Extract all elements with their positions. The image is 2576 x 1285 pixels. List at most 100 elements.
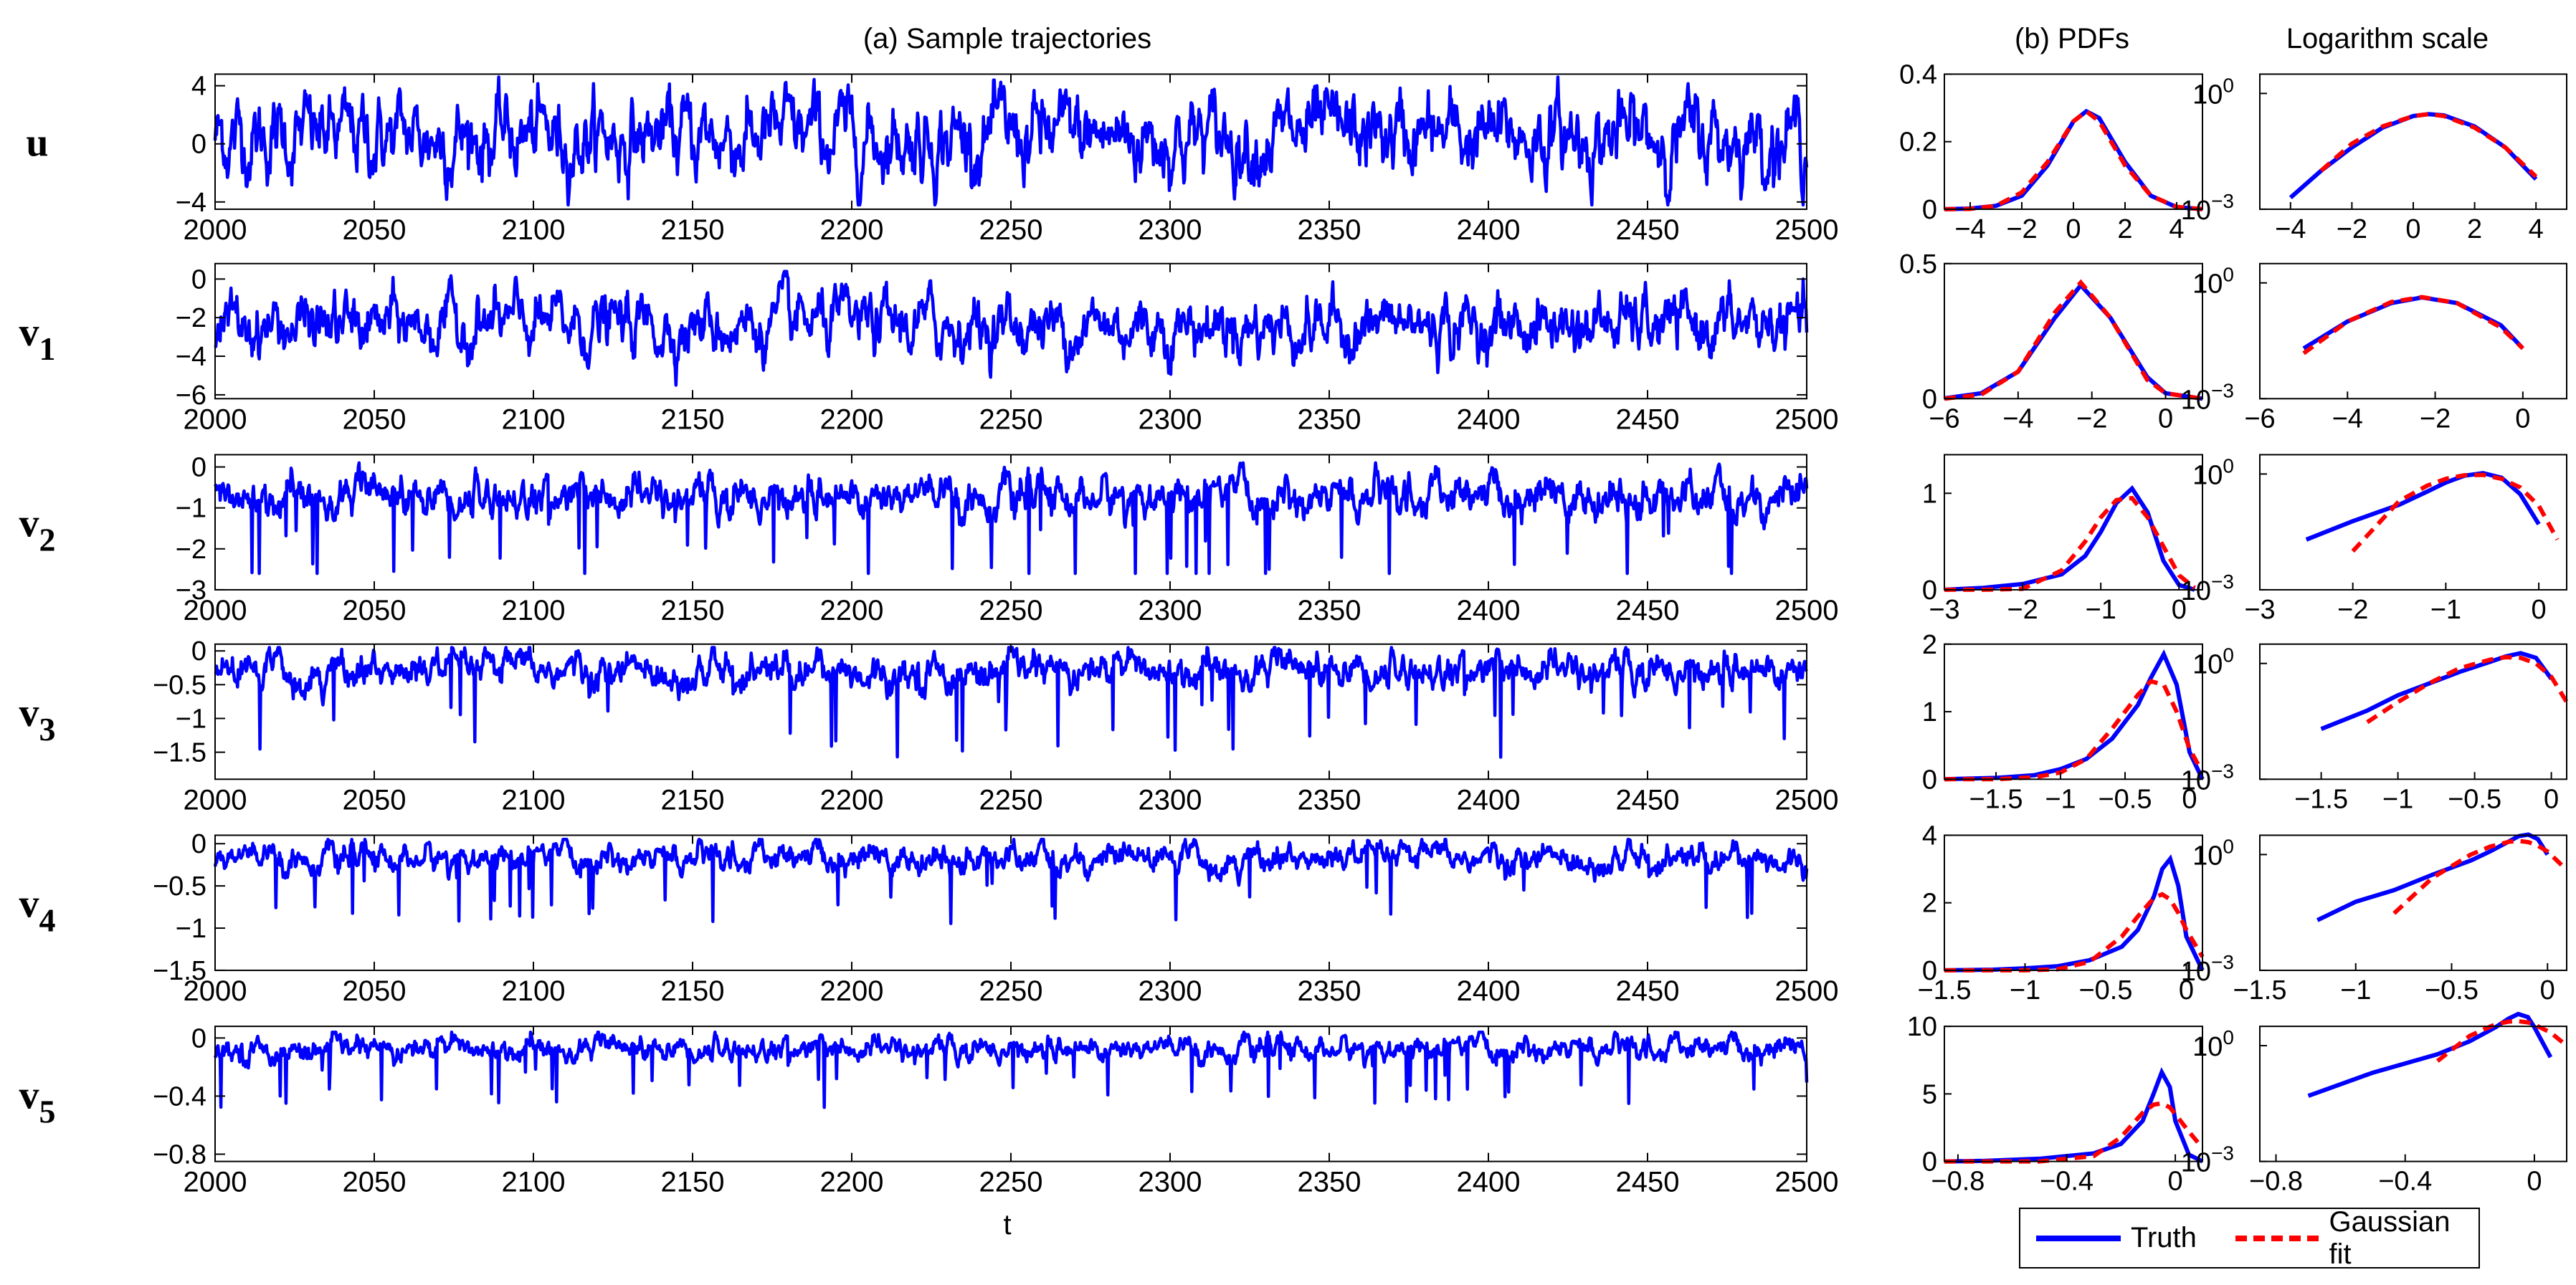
- pdf-y-tick-label-v4-2: 4: [1922, 821, 1937, 851]
- pdf-x-tick-label-u-0: −4: [1954, 214, 1985, 244]
- log-gaussian-v1: [2302, 295, 2524, 355]
- x-tick-label-v1-5: 2250: [979, 403, 1043, 435]
- x-tick-label-v1-7: 2350: [1298, 403, 1361, 435]
- x-tick-label-v1-6: 2300: [1139, 403, 1202, 435]
- y-tick-label-v3-2: −0.5: [153, 670, 206, 700]
- row-label-v2: v2: [19, 502, 56, 558]
- x-tick-label-v3-8: 2400: [1457, 784, 1521, 816]
- x-tick-label-v1-10: 2500: [1775, 403, 1839, 435]
- pdf-x-tick-label-v5-0: −0.8: [1931, 1167, 1985, 1197]
- y-tick-label-v5-1: −0.4: [153, 1081, 206, 1112]
- x-tick-label-v2-6: 2300: [1139, 595, 1202, 626]
- y-tick-label-v4-1: −1: [176, 914, 206, 944]
- pdf-truth-v5: [1944, 1067, 2204, 1164]
- x-tick-label-v2-4: 2200: [820, 595, 884, 626]
- pdf-x-tick-label-v5-1: −0.4: [2040, 1167, 2093, 1197]
- pdf-y-tick-label-v2-1: 1: [1922, 479, 1937, 509]
- y-tick-label-v2-3: 0: [191, 453, 206, 483]
- legend-swatch-gaussian: [2235, 1235, 2319, 1241]
- x-tick-label-v2-8: 2400: [1457, 595, 1521, 626]
- x-tick-label-v4-4: 2200: [820, 975, 884, 1007]
- pdf-truth-v1: [1944, 282, 2203, 401]
- x-tick-label-v4-10: 2500: [1775, 975, 1839, 1007]
- pdf-gaussian-v3: [1944, 679, 2205, 782]
- pdf-x-tick-label-v5-2: 0: [2168, 1167, 2183, 1197]
- x-tick-label-v3-4: 2200: [820, 784, 884, 816]
- x-tick-label-v4-6: 2300: [1139, 975, 1202, 1007]
- pdf-frame-v5: [1944, 1026, 2203, 1162]
- log-truth-u: [2289, 112, 2538, 199]
- log-x-tick-label-v3-0: −1.5: [2294, 784, 2348, 814]
- x-tick-label-v3-6: 2300: [1139, 784, 1202, 816]
- x-tick-label-v4-8: 2400: [1457, 975, 1521, 1007]
- y-tick-label-v4-2: −0.5: [153, 871, 206, 902]
- x-tick-label-v2-1: 2050: [343, 595, 407, 626]
- pdf-frame-v1: [1944, 262, 2203, 400]
- log-x-tick-label-v4-0: −1.5: [2233, 975, 2286, 1005]
- x-tick-label-v5-5: 2250: [979, 1167, 1043, 1198]
- log-x-tick-label-v2-2: −1: [2430, 595, 2461, 625]
- log-truth-v2: [2305, 471, 2541, 542]
- y-tick-label-v2-0: −3: [176, 575, 206, 606]
- pdf-truth-v3: [1944, 649, 2205, 782]
- trajectory-line-v2: [214, 461, 1809, 575]
- pdf-y-tick-label-v5-1: 5: [1922, 1079, 1937, 1109]
- pdf-x-tick-label-v1-1: −4: [2002, 403, 2033, 434]
- log-x-tick-label-v5-2: 0: [2527, 1167, 2542, 1197]
- pdf-x-tick-label-u-1: −2: [2006, 214, 2037, 244]
- pdf-x-tick-label-v4-1: −1: [2010, 975, 2040, 1005]
- log-x-tick-label-v4-2: −0.5: [2425, 975, 2478, 1005]
- pdf-y-tick-label-v4-0: 0: [1922, 956, 1937, 986]
- log-x-tick-label-v5-0: −0.8: [2249, 1167, 2303, 1197]
- x-tick-label-v5-1: 2050: [343, 1167, 407, 1198]
- x-tick-label-u-7: 2350: [1298, 214, 1361, 246]
- log-x-tick-label-v3-2: −0.5: [2448, 784, 2501, 814]
- x-tick-label-v2-10: 2500: [1775, 595, 1839, 626]
- y-tick-label-v1-3: 0: [191, 264, 206, 295]
- log-gaussian-v5: [2435, 1018, 2568, 1063]
- x-tick-label-v4-3: 2150: [661, 975, 725, 1007]
- pdf-gaussian-u: [1944, 108, 2203, 211]
- legend-label-truth: Truth: [2131, 1222, 2197, 1253]
- x-tick-label-u-9: 2450: [1616, 214, 1680, 246]
- y-tick-label-v3-1: −1: [176, 704, 206, 734]
- legend-item-truth: Truth: [2036, 1209, 2197, 1267]
- y-tick-label-v1-1: −4: [176, 342, 206, 372]
- x-tick-label-u-2: 2100: [502, 214, 566, 246]
- y-tick-label-v3-3: 0: [191, 636, 206, 667]
- trajectory-line-u: [213, 75, 1809, 207]
- pdf-x-tick-label-u-4: 4: [2169, 214, 2184, 244]
- pdf-y-tick-label-u-2: 0.4: [1899, 59, 1937, 90]
- y-tick-label-v1-2: −2: [176, 303, 206, 333]
- log-y-tick-label-v2-1: 10−3: [2181, 570, 2234, 606]
- pdf-x-tick-label-v3-2: −0.5: [2098, 784, 2152, 814]
- x-tick-label-u-1: 2050: [343, 214, 407, 246]
- x-tick-label-v2-7: 2350: [1298, 595, 1361, 626]
- x-tick-label-v5-10: 2500: [1775, 1167, 1839, 1198]
- trajectory-line-v3: [214, 646, 1808, 759]
- log-x-tick-label-v1-1: −4: [2332, 403, 2363, 434]
- log-y-tick-label-v5-1: 10−3: [2181, 1142, 2234, 1178]
- log-x-tick-label-u-0: −4: [2275, 214, 2306, 244]
- pdf-y-tick-label-v3-0: 0: [1922, 765, 1937, 795]
- x-axis-label-t: t: [1003, 1209, 1011, 1241]
- x-tick-label-v2-2: 2100: [502, 595, 566, 626]
- pdf-y-tick-label-u-1: 0.2: [1899, 128, 1937, 158]
- pdf-y-tick-label-v1-0: 0: [1922, 384, 1937, 414]
- title-sample-trajectories: (a) Sample trajectories: [863, 23, 1151, 54]
- log-gaussian-v4: [2392, 839, 2569, 915]
- pdf-y-tick-label-v5-0: 0: [1922, 1147, 1937, 1177]
- x-tick-label-v3-10: 2500: [1775, 784, 1839, 816]
- row-label-u: u: [26, 121, 48, 166]
- log-x-tick-label-v3-1: −1: [2382, 784, 2413, 814]
- y-tick-label-v4-0: −1.5: [153, 956, 206, 986]
- pdf-gaussian-v5: [1944, 1101, 2205, 1164]
- x-tick-label-v3-1: 2050: [343, 784, 407, 816]
- x-tick-label-v5-8: 2400: [1457, 1167, 1521, 1198]
- log-frame-v5: [2259, 1026, 2567, 1162]
- log-x-tick-label-u-4: 4: [2529, 214, 2544, 244]
- y-tick-label-u-0: −4: [176, 188, 206, 218]
- pdf-y-tick-label-v5-2: 10: [1907, 1012, 1937, 1042]
- y-tick-label-v5-2: 0: [191, 1023, 206, 1054]
